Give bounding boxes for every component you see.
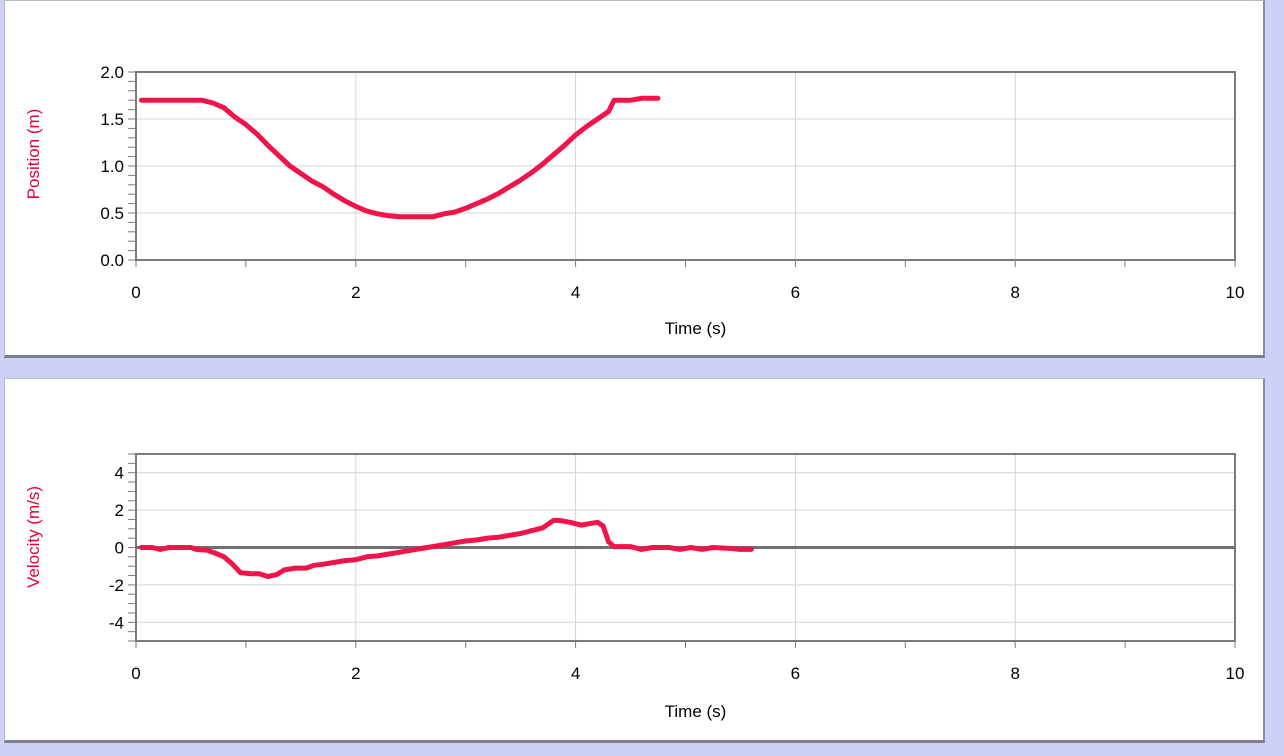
x-tick-label: 2 — [351, 283, 360, 302]
y-axis-title: Velocity (m/s) — [24, 486, 43, 588]
x-tick-label: 0 — [131, 283, 140, 302]
y-tick-label: 0.5 — [100, 204, 124, 223]
x-tick-label: 10 — [1226, 664, 1245, 683]
velocity-series-line — [139, 517, 754, 579]
velocity-chart: 4 2 0 -2 -4 0 2 4 6 8 10 Time (s) Velocity (m/s) — [24, 453, 1245, 721]
position-graph-panel: 0.0 0.5 1.0 1.5 2.0 0 2 4 6 8 10 Time (s) Position (… — [4, 0, 1265, 358]
x-tick-label: 6 — [791, 664, 800, 683]
x-tick-label: 4 — [571, 664, 580, 683]
y-tick-label: 4 — [115, 464, 124, 483]
y-tick-label: 1.0 — [100, 157, 124, 176]
x-tick-label: 0 — [131, 664, 140, 683]
x-tick-label: 8 — [1010, 664, 1019, 683]
y-tick-label: -2 — [109, 576, 124, 595]
x-tick-label: 10 — [1226, 283, 1245, 302]
y-tick-label: 0 — [115, 539, 124, 558]
x-tick-label: 4 — [571, 283, 580, 302]
x-axis-title: Time (s) — [665, 702, 727, 721]
y-tick-label: 2 — [115, 501, 124, 520]
x-tick-label: 2 — [351, 664, 360, 683]
y-tick-label: 0.0 — [100, 251, 124, 270]
x-axis-title: Time (s) — [665, 319, 727, 338]
x-tick-label: 6 — [791, 283, 800, 302]
velocity-graph-panel: 4 2 0 -2 -4 0 2 4 6 8 10 Time (s) Velocity (m/s) — [4, 378, 1265, 743]
position-series-line — [139, 95, 661, 220]
y-tick-label: 2.0 — [100, 63, 124, 82]
y-tick-label: -4 — [109, 613, 124, 632]
y-axis-title: Position (m) — [24, 109, 43, 200]
position-chart: 0.0 0.5 1.0 1.5 2.0 0 2 4 6 8 10 Time (s) Position (… — [24, 63, 1245, 338]
y-tick-label: 1.5 — [100, 110, 124, 129]
x-tick-label: 8 — [1010, 283, 1019, 302]
